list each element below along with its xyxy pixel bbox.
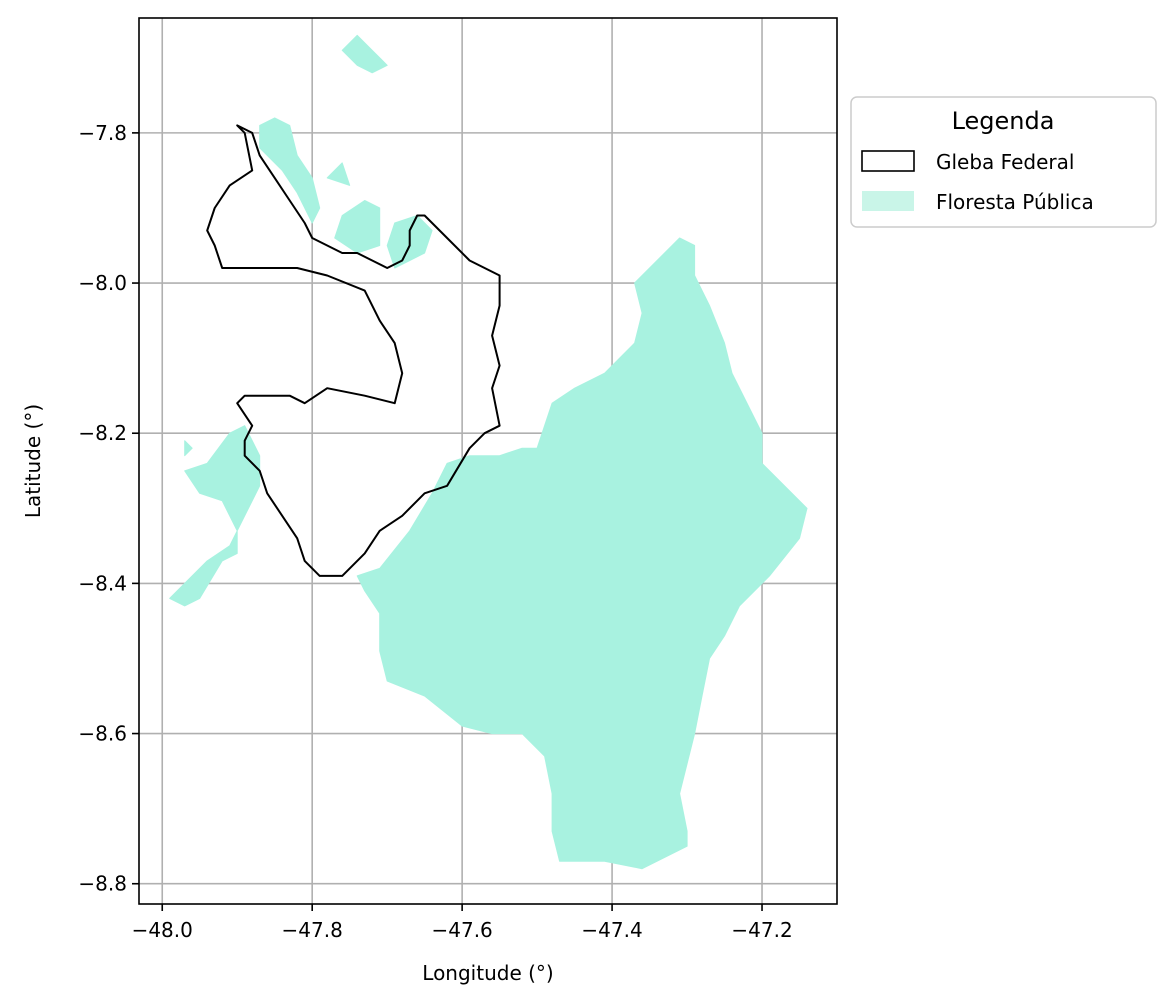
floresta-publica-polygon <box>184 440 193 457</box>
legend-box <box>850 96 1157 228</box>
x-tick-label: −47.6 <box>431 918 492 942</box>
floresta-publica-polygon <box>169 425 261 607</box>
legend-title: Legenda <box>952 107 1055 135</box>
y-tick-label: −8.8 <box>78 872 127 896</box>
axis-ticks: −48.0 −47.8 −47.6 −47.4 −47.2 −7.8 −8.0 −8.2 −8.… <box>78 121 792 942</box>
plot-frame <box>138 17 838 905</box>
x-tick-label: −47.8 <box>282 918 343 942</box>
legend-label-gleba-federal: Gleba Federal <box>936 150 1074 174</box>
y-tick-label: −8.4 <box>78 571 127 595</box>
floresta-publica-polygon <box>341 34 388 74</box>
legend-swatch-gleba-federal <box>861 150 915 172</box>
floresta-publica-polygon <box>259 117 321 224</box>
x-axis-label: Longitude (°) <box>422 961 553 985</box>
x-tick-label: −48.0 <box>132 918 193 942</box>
gleba-federal-outline <box>206 124 501 577</box>
x-tick-label: −47.2 <box>731 918 792 942</box>
gleba-federal-layer <box>206 124 501 577</box>
x-tick-label: −47.4 <box>581 918 642 942</box>
y-tick-label: −7.8 <box>78 121 127 145</box>
floresta-publica-layer <box>169 34 808 870</box>
y-axis-label: Latitude (°) <box>21 404 45 518</box>
legend: Legenda Gleba Federal Floresta Pública <box>850 96 1157 228</box>
floresta-publica-polygon <box>326 162 351 186</box>
y-tick-label: −8.6 <box>78 722 127 746</box>
legend-label-floresta-publica: Floresta Pública <box>936 190 1094 214</box>
y-tick-label: −8.0 <box>78 271 127 295</box>
floresta-publica-polygon <box>356 237 808 870</box>
floresta-publica-polygon <box>334 200 381 254</box>
y-tick-label: −8.2 <box>78 421 127 445</box>
legend-swatch-floresta-publica <box>862 191 914 211</box>
